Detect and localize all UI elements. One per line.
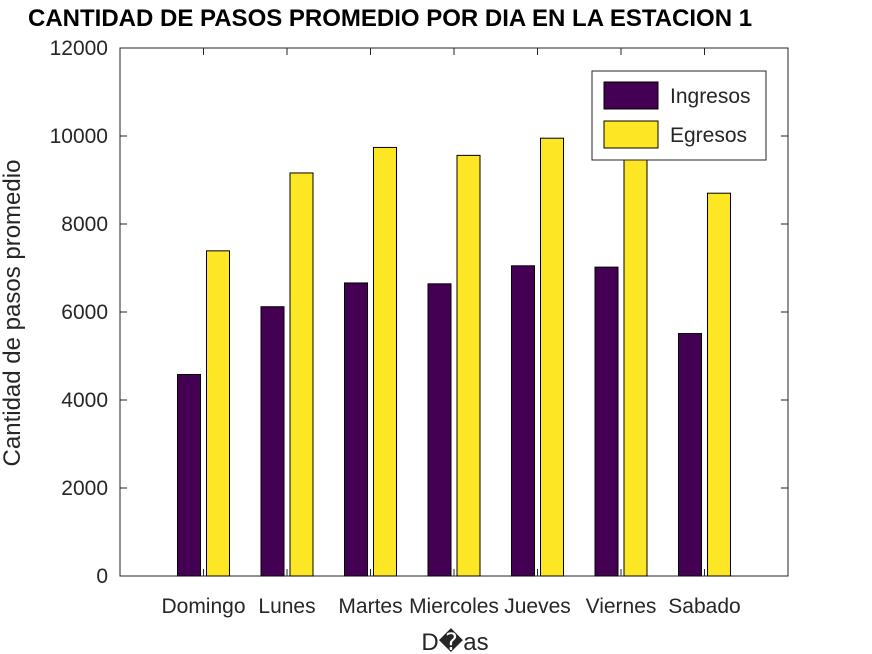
y-tick-label: 6000	[61, 301, 108, 324]
bar-ingresos-lunes	[260, 306, 285, 577]
legend-swatch-egresos	[603, 120, 659, 149]
bar-ingresos-viernes	[594, 266, 619, 577]
legend-swatch-ingresos	[603, 81, 659, 110]
bar-ingresos-domingo	[177, 373, 201, 577]
legend: Ingresos Egresos	[591, 70, 767, 161]
bar-ingresos-martes	[344, 282, 368, 577]
x-tick-label: Martes	[338, 595, 402, 618]
bar-ingresos-jueves	[511, 265, 535, 577]
x-tick-label: Lunes	[258, 595, 315, 618]
x-tick-label: Jueves	[504, 595, 571, 618]
y-tick-label: 4000	[61, 389, 108, 412]
y-tick-label: 8000	[61, 213, 108, 236]
x-tick-label: Domingo	[161, 595, 245, 618]
y-tick-label: 0	[96, 565, 108, 588]
bar-egresos-domingo	[206, 250, 230, 577]
bars-group	[177, 137, 731, 577]
bar-ingresos-miercoles	[427, 283, 452, 577]
x-tick-label: Miercoles	[409, 595, 499, 618]
x-axis-label: D�as	[421, 628, 488, 654]
y-axis-label: Cantidad de pasos promedio	[0, 160, 26, 467]
y-tick-label: 10000	[50, 125, 108, 148]
x-tick-label: Sabado	[668, 595, 740, 618]
x-tick-label: Viernes	[586, 595, 657, 618]
chart-title: CANTIDAD DE PASOS PROMEDIO POR DIA EN LA…	[28, 5, 752, 32]
y-tick-label: 12000	[50, 37, 108, 60]
bar-egresos-lunes	[289, 172, 314, 577]
legend-label-egresos: Egresos	[670, 124, 747, 147]
y-tick-label: 2000	[61, 477, 108, 500]
legend-label-ingresos: Ingresos	[670, 85, 751, 108]
bar-egresos-sabado	[707, 192, 731, 577]
x-axis: Domingo Lunes Martes Miercoles Jueves Viernes…	[161, 48, 741, 618]
bar-egresos-miercoles	[456, 154, 481, 577]
bar-ingresos-sabado	[678, 333, 702, 577]
bar-egresos-jueves	[540, 137, 564, 577]
bar-egresos-viernes	[623, 140, 648, 577]
y-axis: 0 2000 4000 6000 8000 10000 12000	[50, 37, 788, 588]
bar-egresos-martes	[373, 146, 397, 577]
